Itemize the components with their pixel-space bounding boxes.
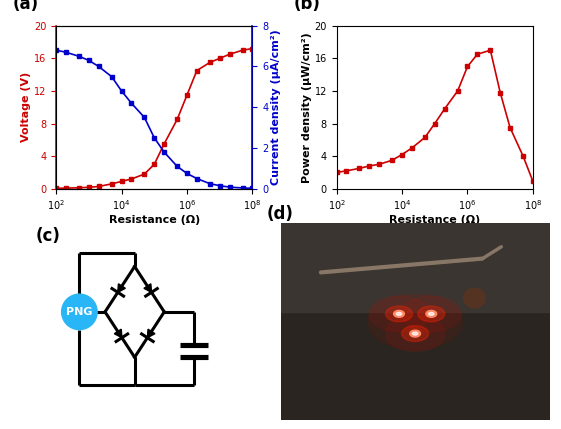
X-axis label: Resistance (Ω): Resistance (Ω) (389, 215, 480, 225)
Circle shape (62, 294, 97, 329)
Ellipse shape (402, 296, 461, 332)
Ellipse shape (396, 312, 402, 315)
Ellipse shape (368, 294, 462, 349)
Bar (280, 223, 550, 312)
Ellipse shape (394, 311, 404, 317)
Y-axis label: Power density (μW/cm²): Power density (μW/cm²) (302, 32, 312, 183)
Ellipse shape (426, 311, 436, 317)
Ellipse shape (385, 306, 412, 322)
Polygon shape (118, 284, 125, 292)
Text: PNG: PNG (66, 307, 93, 317)
Ellipse shape (429, 312, 434, 315)
Y-axis label: Voltage (V): Voltage (V) (21, 72, 31, 142)
Ellipse shape (402, 326, 429, 341)
Text: (d): (d) (267, 205, 294, 223)
Y-axis label: Current density (μA/cm²): Current density (μA/cm²) (271, 29, 281, 185)
Text: (c): (c) (36, 227, 61, 245)
Text: (b): (b) (293, 0, 320, 13)
Ellipse shape (385, 316, 445, 351)
Ellipse shape (410, 330, 421, 337)
Polygon shape (144, 284, 151, 292)
Ellipse shape (463, 288, 485, 308)
Ellipse shape (418, 306, 445, 322)
Polygon shape (148, 329, 155, 338)
X-axis label: Resistance (Ω): Resistance (Ω) (109, 215, 200, 225)
Polygon shape (114, 329, 122, 338)
Ellipse shape (369, 296, 429, 332)
Text: (a): (a) (13, 0, 39, 13)
Ellipse shape (412, 332, 418, 335)
